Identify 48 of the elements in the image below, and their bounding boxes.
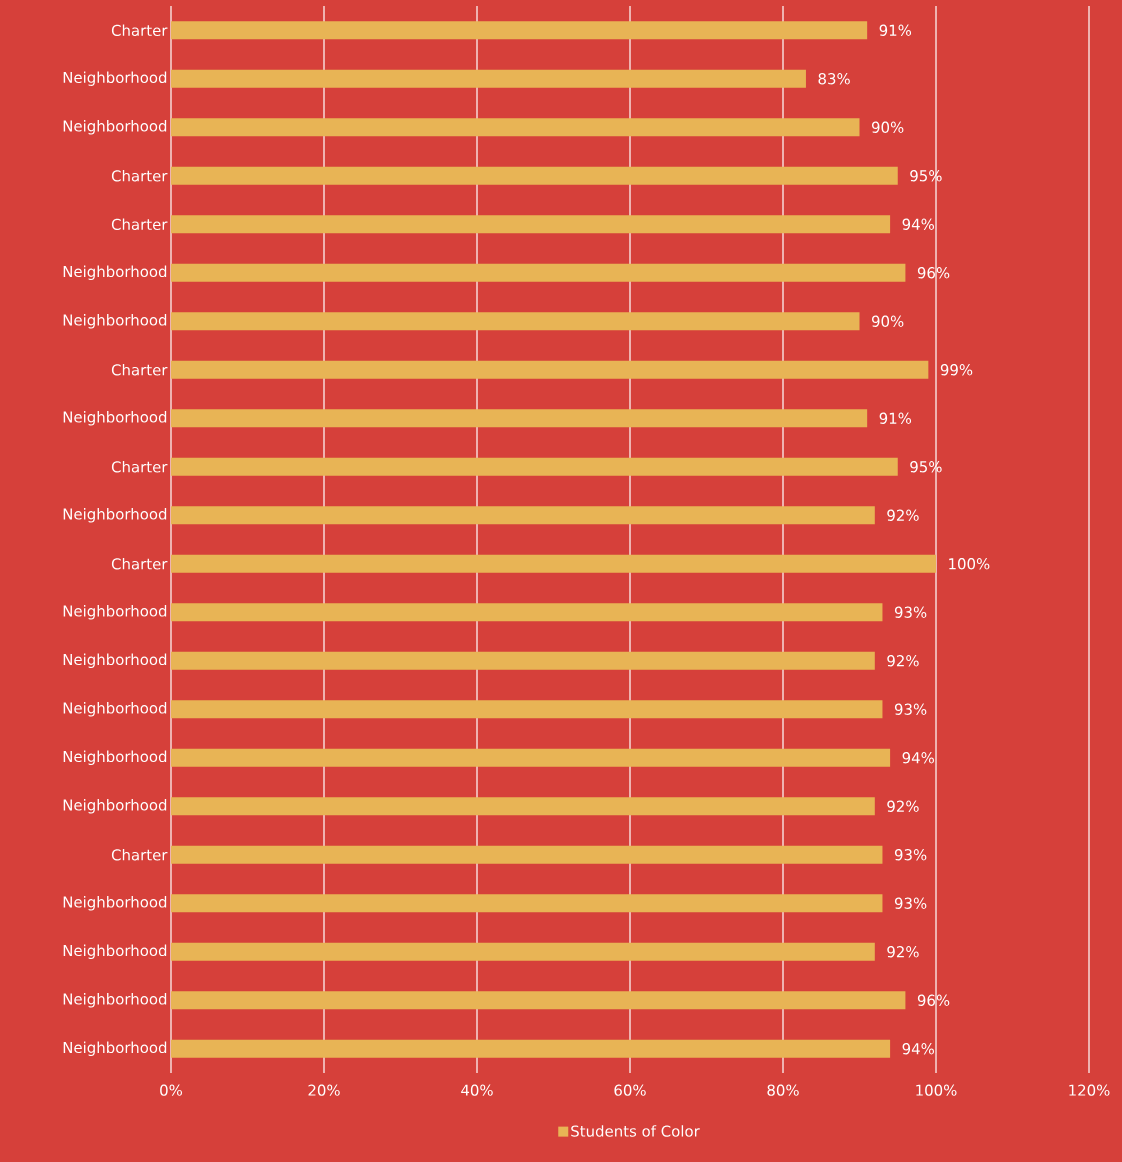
y-tick-label: Neighborhood	[63, 1041, 167, 1056]
data-label: 94%	[902, 1043, 935, 1055]
y-tick-label: Neighborhood	[63, 653, 167, 668]
y-tick-label: Neighborhood	[63, 702, 167, 717]
data-label: 93%	[894, 897, 927, 909]
y-tick-label: Charter	[111, 169, 168, 182]
data-label: 93%	[894, 849, 927, 861]
data-label: 99%	[940, 364, 973, 376]
y-tick-label: Neighborhood	[63, 993, 167, 1008]
y-tick-label: Neighborhood	[63, 314, 167, 329]
x-tick-label: 120%	[1069, 1084, 1110, 1096]
x-tick-label: 100%	[916, 1084, 957, 1096]
data-label: 100%	[949, 558, 990, 570]
data-label: 92%	[887, 509, 919, 521]
data-label: 93%	[894, 606, 927, 618]
y-tick-label: Charter	[111, 218, 168, 231]
data-label: 93%	[894, 703, 927, 715]
y-tick-label: Charter	[111, 460, 168, 473]
y-tick-label: Neighborhood	[63, 605, 167, 620]
y-tick-label: Neighborhood	[63, 896, 167, 911]
y-tick-label: Neighborhood	[63, 120, 167, 135]
y-tick-label: Neighborhood	[63, 508, 167, 523]
data-label: 94%	[902, 752, 935, 764]
y-tick-label: Neighborhood	[63, 944, 167, 959]
data-label: 83%	[818, 73, 850, 85]
x-tick-label: 60%	[614, 1084, 646, 1096]
y-tick-label: Charter	[111, 24, 168, 37]
y-tick-label: Charter	[111, 848, 168, 861]
y-tick-label: Neighborhood	[63, 750, 167, 765]
y-tick-label: Neighborhood	[63, 411, 167, 426]
data-label: 92%	[887, 946, 919, 958]
data-label: 90%	[871, 121, 904, 133]
y-tick-label: Neighborhood	[63, 71, 167, 86]
x-tick-label: 40%	[461, 1084, 493, 1096]
data-label: 92%	[887, 655, 919, 667]
data-label: 94%	[902, 218, 935, 230]
x-tick-label: 80%	[767, 1084, 799, 1096]
data-label: 91%	[879, 24, 912, 36]
y-tick-label: Neighborhood	[63, 265, 167, 280]
data-label: 91%	[879, 412, 912, 424]
data-label: 92%	[887, 800, 919, 812]
data-label: 90%	[871, 315, 904, 327]
y-tick-label: Charter	[111, 557, 168, 570]
y-tick-label: Neighborhood	[63, 799, 167, 814]
x-tick-label: 20%	[308, 1084, 340, 1096]
y-tick-label: Charter	[111, 363, 168, 376]
legend-label: Students of Color	[571, 1125, 700, 1137]
x-tick-label: 0%	[160, 1084, 183, 1096]
